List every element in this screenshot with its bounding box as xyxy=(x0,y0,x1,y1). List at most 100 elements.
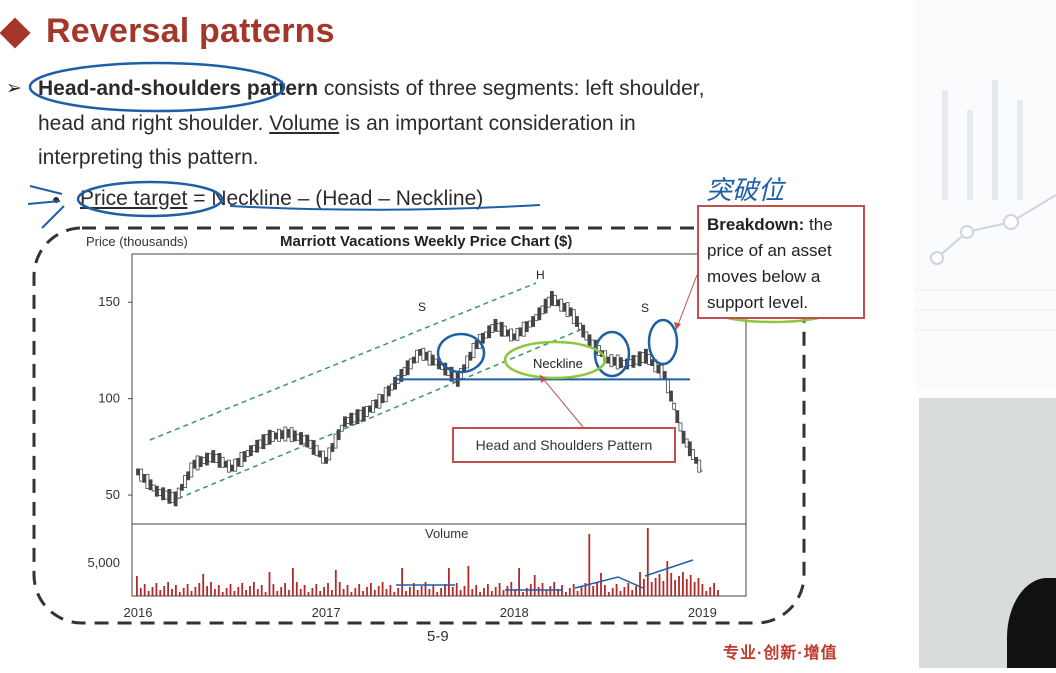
price-candle xyxy=(261,434,266,450)
price-candle xyxy=(214,454,219,463)
volume-bar xyxy=(311,588,314,596)
price-candle xyxy=(183,475,187,488)
price-candle xyxy=(349,412,354,426)
price-candle xyxy=(584,331,589,341)
paragraph-line-1: Head-and-shoulders pattern consists of t… xyxy=(38,72,704,106)
volume-bar xyxy=(385,589,388,596)
volume-bar xyxy=(701,584,704,596)
price-candle xyxy=(239,451,244,467)
volume-bar xyxy=(471,589,474,596)
price-candle xyxy=(336,429,341,441)
volume-bar xyxy=(650,582,653,596)
volume-bar xyxy=(342,589,345,596)
volume-bar xyxy=(576,591,579,596)
channel-upper-line xyxy=(149,282,537,441)
volume-bar xyxy=(412,583,415,596)
volume-bar xyxy=(654,578,657,596)
volume-bar xyxy=(611,588,614,596)
volume-bar xyxy=(483,588,485,596)
volume-bar xyxy=(206,586,208,596)
volume-bar xyxy=(682,572,684,596)
breakdown-arrow-head xyxy=(674,322,681,330)
volume-tick-label: 5,000 xyxy=(87,555,120,570)
pattern-label: Head and Shoulders Pattern xyxy=(475,437,653,453)
volume-bar xyxy=(373,590,376,596)
volume-bar xyxy=(139,588,142,596)
price-candle xyxy=(355,409,360,425)
price-candle xyxy=(546,296,551,308)
price-candle xyxy=(549,290,554,306)
price-candle xyxy=(405,360,410,376)
volume-bar xyxy=(225,588,228,596)
price-candle xyxy=(515,327,520,341)
chart-title: Marriott Vacations Weekly Price Chart ($… xyxy=(280,233,573,250)
volume-bar xyxy=(463,586,466,596)
price-candle xyxy=(509,328,514,342)
slide-title: Reversal patterns xyxy=(46,12,335,50)
price-candle xyxy=(471,343,476,358)
y-tick-label-1: 100 xyxy=(98,391,120,406)
price-candle xyxy=(330,443,335,452)
volume-label: Volume xyxy=(425,526,468,541)
price-candle xyxy=(644,348,648,364)
channel-lower-line xyxy=(169,329,581,503)
price-candle xyxy=(201,456,206,464)
volume-bar xyxy=(186,584,189,596)
volume-bar xyxy=(249,586,251,596)
price-candle xyxy=(248,445,253,457)
price-candle xyxy=(167,488,172,504)
volume-bar xyxy=(502,590,505,596)
volume-bar xyxy=(167,582,169,596)
volume-bar xyxy=(666,561,669,596)
price-candle xyxy=(665,378,670,394)
volume-bar xyxy=(518,568,520,596)
volume-bar xyxy=(136,576,138,596)
volume-bar xyxy=(514,589,517,596)
volume-bar xyxy=(623,587,626,596)
breakdown-line1: the xyxy=(804,215,833,234)
price-candle xyxy=(176,487,181,499)
price-candle xyxy=(302,435,307,445)
volume-bar xyxy=(190,591,193,596)
volume-bar xyxy=(163,586,166,596)
volume-bar xyxy=(662,581,665,596)
price-candle xyxy=(606,356,611,364)
price-candle xyxy=(528,320,532,328)
volume-bar xyxy=(327,583,329,596)
volume-bar xyxy=(526,588,528,596)
price-candle xyxy=(412,356,416,364)
price-candle xyxy=(678,422,683,432)
volume-bar xyxy=(580,587,583,596)
volume-bar xyxy=(693,582,696,596)
price-candle xyxy=(236,457,241,467)
volume-bar xyxy=(557,589,559,596)
price-candle xyxy=(540,305,545,315)
price-target-line: Price target = Neckline – (Head – Neckli… xyxy=(80,182,483,216)
volume-bar xyxy=(354,588,357,596)
price-candle xyxy=(242,451,247,462)
volume-bar xyxy=(159,590,162,596)
price-candle xyxy=(386,385,391,397)
price-candle xyxy=(333,433,338,449)
price-candle xyxy=(192,459,197,469)
volume-bar xyxy=(639,572,641,596)
volume-bar xyxy=(202,574,205,596)
volume-bar xyxy=(553,582,556,596)
volume-bar xyxy=(401,568,403,596)
volume-bar xyxy=(284,583,286,596)
price-candle xyxy=(230,464,234,472)
price-candle xyxy=(512,333,517,341)
breakdown-term: Breakdown: xyxy=(707,215,805,234)
volume-bar xyxy=(646,528,649,596)
volume-bar xyxy=(151,587,154,596)
price-candle xyxy=(139,468,144,482)
volume-bar xyxy=(444,584,446,596)
price-candle xyxy=(650,359,655,367)
price-candle xyxy=(496,322,501,332)
price-candle xyxy=(189,462,194,478)
price-candle xyxy=(308,439,313,449)
volume-trend-4 xyxy=(644,559,694,577)
price-candle xyxy=(534,314,539,322)
price-candle xyxy=(694,456,699,464)
